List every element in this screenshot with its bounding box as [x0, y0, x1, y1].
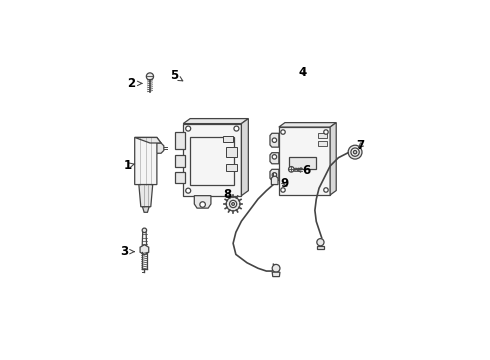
Text: 3: 3 — [120, 245, 134, 258]
Text: 5: 5 — [171, 69, 183, 82]
Polygon shape — [272, 272, 280, 276]
Circle shape — [226, 197, 240, 211]
Bar — [289, 157, 316, 169]
Polygon shape — [139, 185, 153, 207]
Polygon shape — [135, 138, 161, 143]
Polygon shape — [143, 207, 149, 212]
Text: 9: 9 — [280, 177, 289, 190]
Text: 4: 4 — [298, 66, 307, 79]
Circle shape — [281, 130, 285, 134]
Circle shape — [281, 188, 285, 192]
Polygon shape — [279, 123, 336, 127]
Polygon shape — [270, 169, 279, 180]
Bar — [279, 127, 330, 195]
Polygon shape — [270, 153, 279, 164]
Polygon shape — [157, 143, 164, 153]
Polygon shape — [317, 246, 324, 249]
Circle shape — [351, 148, 359, 156]
Circle shape — [229, 201, 237, 208]
Bar — [318, 133, 327, 138]
Polygon shape — [330, 123, 336, 195]
Polygon shape — [135, 138, 161, 185]
Circle shape — [232, 203, 235, 205]
Bar — [175, 156, 185, 167]
Bar — [183, 123, 242, 196]
Circle shape — [289, 167, 294, 172]
Text: 1: 1 — [123, 159, 135, 172]
Circle shape — [348, 145, 362, 159]
Polygon shape — [195, 196, 211, 208]
Polygon shape — [242, 118, 248, 196]
Polygon shape — [140, 245, 149, 255]
Circle shape — [186, 188, 191, 193]
Polygon shape — [142, 232, 147, 246]
Circle shape — [324, 188, 328, 192]
Bar — [318, 141, 327, 147]
Text: 2: 2 — [127, 77, 142, 90]
Text: 8: 8 — [223, 188, 232, 201]
Circle shape — [186, 126, 191, 131]
Circle shape — [272, 155, 277, 159]
Circle shape — [317, 239, 324, 246]
Circle shape — [234, 126, 239, 131]
Circle shape — [353, 150, 357, 154]
Polygon shape — [271, 176, 278, 185]
Circle shape — [272, 264, 280, 272]
Polygon shape — [270, 133, 279, 147]
Bar — [190, 138, 235, 185]
Circle shape — [200, 202, 205, 207]
Polygon shape — [183, 118, 248, 123]
Bar — [223, 135, 233, 141]
Text: 7: 7 — [357, 139, 365, 152]
Text: 6: 6 — [296, 164, 311, 177]
Bar — [175, 132, 185, 149]
Circle shape — [142, 228, 147, 233]
Circle shape — [272, 173, 277, 177]
Circle shape — [147, 73, 153, 80]
Circle shape — [272, 138, 277, 143]
Bar — [226, 147, 237, 157]
Bar — [226, 164, 237, 171]
Bar — [175, 172, 185, 183]
Circle shape — [324, 130, 328, 134]
